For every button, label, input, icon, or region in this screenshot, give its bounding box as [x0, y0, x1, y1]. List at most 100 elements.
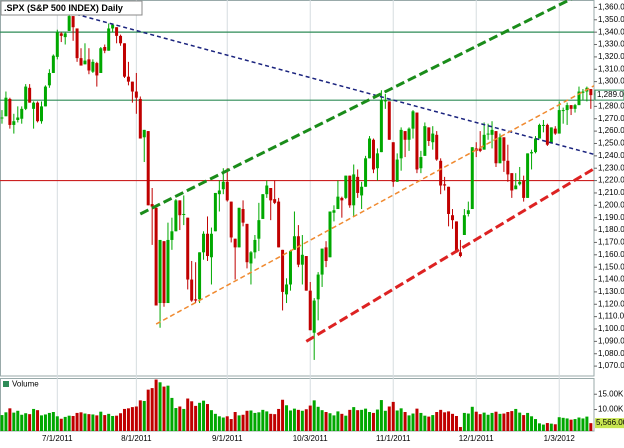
volume-bar: [138, 400, 142, 431]
candle-body: [225, 181, 229, 201]
candle-body: [368, 138, 372, 159]
candle-body: [71, 16, 75, 28]
volume-bar: [391, 401, 395, 431]
x-tick-label: 11/1/2011: [376, 434, 411, 443]
volume-tick-label: 15.00K: [598, 389, 624, 398]
volume-bar: [356, 410, 360, 431]
volume-bar: [494, 411, 498, 431]
candle-body: [229, 201, 233, 238]
volume-bar: [387, 406, 391, 431]
candle-body: [249, 252, 253, 264]
candle-body: [8, 98, 12, 125]
volume-bar: [130, 407, 134, 431]
candle-body: [36, 102, 40, 122]
volume-bar: [304, 409, 308, 431]
candle-body: [111, 24, 115, 29]
candle-body: [379, 100, 383, 153]
x-tick-label: 1/3/2012: [544, 434, 576, 443]
candle-body: [55, 32, 59, 57]
candle-body: [427, 127, 431, 141]
candle-body: [411, 111, 415, 129]
volume-bar: [217, 416, 221, 431]
volume-tick-label: 10.00K: [598, 405, 624, 414]
candle-body: [458, 252, 462, 257]
candle-body: [292, 236, 296, 250]
volume-bar: [36, 410, 40, 431]
candle-body: [364, 158, 368, 187]
candle-body: [237, 207, 241, 248]
candle-body: [530, 152, 534, 154]
volume-bar: [253, 412, 257, 431]
y-tick-label: 1,150.00: [598, 262, 624, 271]
y-tick-label: 1,320.00: [598, 52, 624, 61]
candle-body: [332, 210, 336, 213]
volume-bar: [288, 410, 292, 431]
candle-body: [87, 59, 91, 71]
volume-bar: [83, 413, 87, 431]
grid: [56, 0, 560, 431]
candle-body: [126, 76, 130, 82]
volume-bar: [482, 412, 486, 431]
candle-body: [24, 86, 28, 109]
y-tick-label: 1,340.00: [598, 27, 624, 36]
candle-body: [470, 147, 474, 210]
candle-body: [506, 160, 510, 175]
y-tick-label: 1,100.00: [598, 324, 624, 333]
volume-bar: [320, 410, 324, 431]
volume-bars: [0, 379, 593, 431]
candle-body: [316, 274, 320, 300]
chart-title: .SPX (S&P 500 INDEX) Daily: [4, 3, 123, 13]
volume-bar: [443, 412, 447, 431]
candle-body: [498, 137, 502, 164]
volume-bar: [154, 379, 158, 431]
price-pane-border: [0, 0, 595, 377]
candle-body: [205, 233, 209, 257]
volume-bar: [431, 415, 435, 431]
y-tick-label: 1,330.00: [598, 40, 624, 49]
candle-body: [569, 105, 573, 109]
candle-body: [375, 153, 379, 169]
volume-bar: [277, 408, 281, 431]
volume-bar: [67, 415, 71, 431]
y-tick-label: 1,280.00: [598, 101, 624, 110]
trendlines: [68, 0, 594, 343]
volume-bar: [573, 419, 577, 431]
candle-body: [403, 131, 407, 140]
x-tick-label: 10/3/2011: [293, 434, 329, 443]
y-tick-label: 1,070.00: [598, 361, 624, 370]
candle-body: [534, 138, 538, 153]
last-price-box: [594, 89, 624, 101]
volume-bar: [126, 408, 130, 431]
candle-body: [336, 196, 340, 210]
volume-bar: [530, 416, 534, 431]
candle-body: [182, 213, 186, 215]
candle-body: [190, 279, 194, 301]
volume-bar: [577, 417, 581, 431]
candle-body: [522, 180, 526, 198]
candle-body: [360, 186, 364, 196]
volume-bar: [115, 415, 119, 431]
volume-bar: [344, 415, 348, 431]
candle-body: [328, 211, 332, 258]
candle-body: [565, 105, 569, 111]
last-volume-box: [595, 418, 624, 429]
candle-body: [43, 86, 47, 107]
volume-bar: [225, 416, 229, 431]
volume-bar: [407, 415, 411, 431]
volume-bar: [510, 411, 514, 431]
candle-body: [443, 184, 447, 186]
title-box: [0, 0, 143, 16]
candle-body: [581, 91, 585, 93]
volume-bar: [4, 412, 8, 431]
volume-bar: [423, 415, 427, 431]
volume-bar: [170, 397, 174, 431]
volume-bar: [249, 410, 253, 431]
volume-bar: [47, 412, 51, 431]
y-tick-label: 1,240.00: [598, 151, 624, 160]
y-tick-label: 1,300.00: [598, 77, 624, 86]
candle-body: [59, 33, 63, 36]
volume-bar: [122, 408, 126, 431]
volume-bar: [451, 413, 455, 431]
volume-bar: [103, 415, 107, 431]
